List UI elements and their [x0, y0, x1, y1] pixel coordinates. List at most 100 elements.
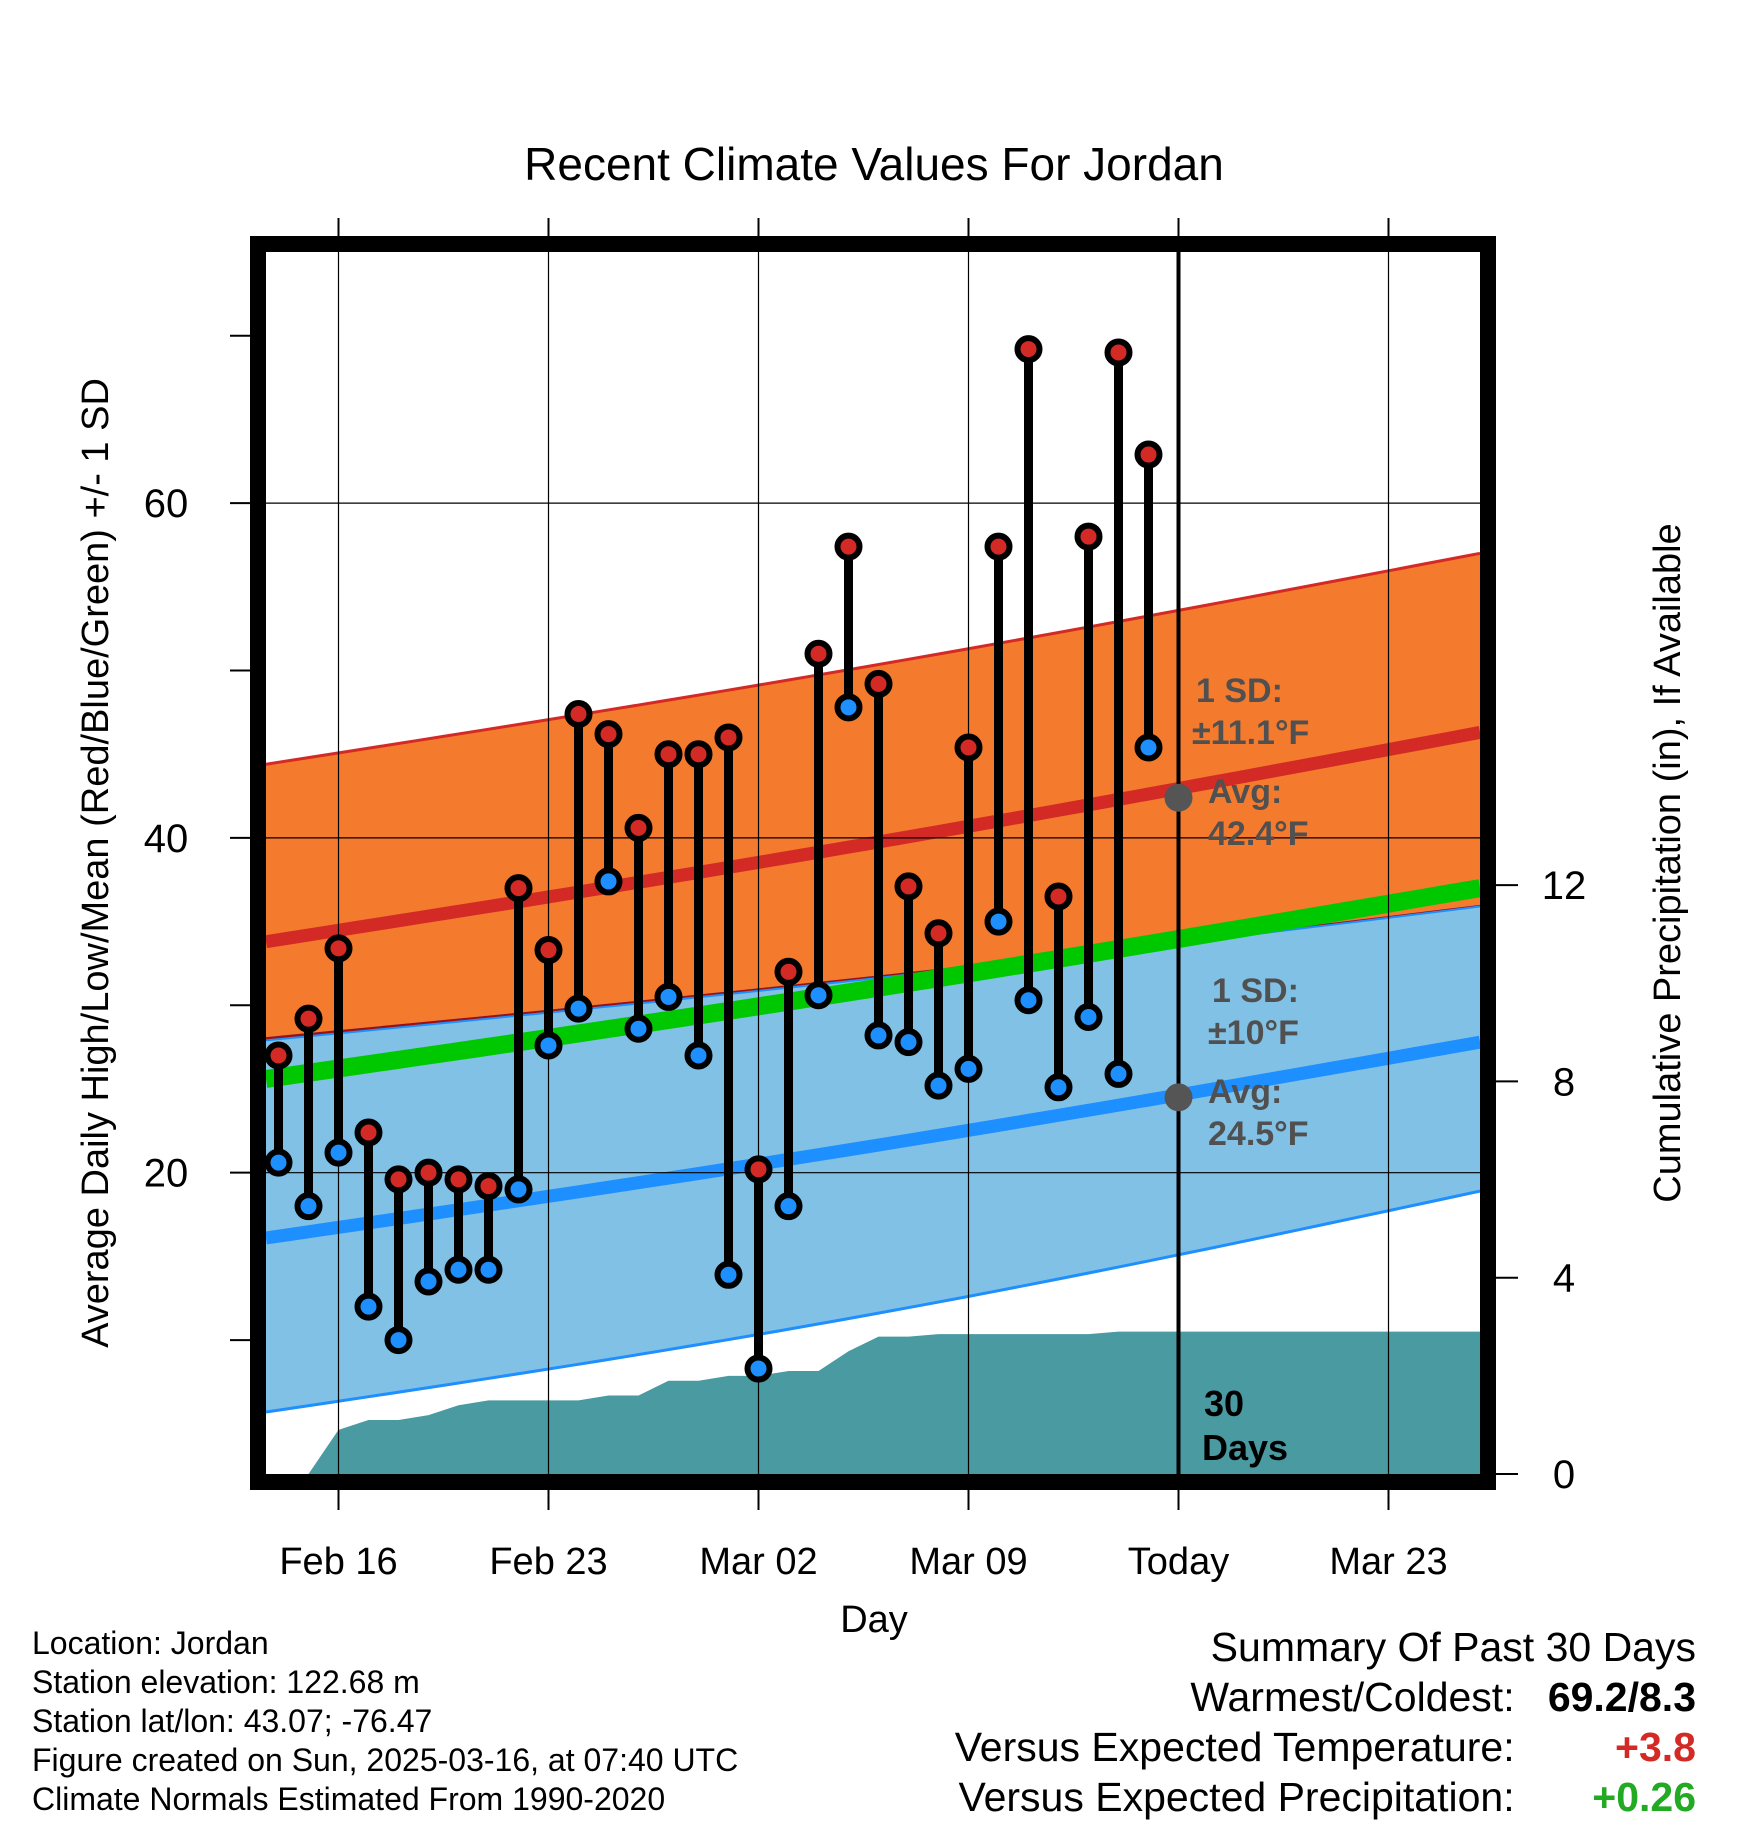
station-info: Location: Jordan Station elevation: 122.… [32, 1624, 738, 1819]
x-tick-label: Mar 09 [909, 1541, 1027, 1583]
low-point [534, 1031, 563, 1060]
normal-mean-line [266, 879, 1480, 1088]
summary-panel: Summary Of Past 30 Days Warmest/Coldest:… [955, 1622, 1696, 1822]
low-point [654, 982, 683, 1011]
low-point [894, 1028, 923, 1057]
x-tick-label: Today [1128, 1541, 1229, 1583]
low-lower-line [266, 1189, 1480, 1414]
plot-frame [250, 236, 1496, 1490]
high-point [774, 957, 803, 986]
y-axis-label: Average Daily High/Low/Mean (Red/Blue/Gr… [75, 378, 117, 1348]
low-point [414, 1267, 443, 1296]
low-point [354, 1292, 383, 1321]
low-point [804, 981, 833, 1010]
precip-value: +0.26 [1592, 1774, 1696, 1820]
high-point [1074, 522, 1103, 551]
today-high-avg-marker [1164, 783, 1193, 812]
summary-warm-cold: Warmest/Coldest: 69.2/8.3 [955, 1672, 1696, 1722]
high-point [984, 532, 1013, 561]
today-days-number: 30 [1204, 1383, 1244, 1424]
low-avg-value: 24.5°F [1208, 1115, 1309, 1153]
high-point [504, 874, 533, 903]
low-point [774, 1192, 803, 1221]
low-point [444, 1255, 473, 1284]
low-point [594, 867, 623, 896]
high-point [594, 720, 623, 749]
high-point [414, 1158, 443, 1187]
high-point [264, 1041, 293, 1070]
low-point [1014, 986, 1043, 1015]
low-sd-label: 1 SD: [1212, 972, 1299, 1010]
x-tick-label: Mar 02 [699, 1541, 817, 1583]
footer-location: Location: Jordan [32, 1625, 269, 1661]
today-low-avg-marker [1164, 1083, 1193, 1112]
low-point [984, 907, 1013, 936]
low-point [324, 1138, 353, 1167]
high-point [714, 723, 743, 752]
low-avg-label: Avg: [1208, 1073, 1282, 1111]
high-point [384, 1165, 413, 1194]
low-point [684, 1041, 713, 1070]
high-point [1104, 338, 1133, 367]
high-point [1044, 882, 1073, 911]
low-point [474, 1255, 503, 1284]
y2-tick-label: 0 [1553, 1453, 1575, 1497]
low-point [564, 994, 593, 1023]
high-point [864, 669, 893, 698]
warm-cold-value: 69.2/8.3 [1547, 1674, 1696, 1720]
y2-tick-label: 12 [1542, 864, 1587, 908]
temp-label: Versus Expected Temperature: [954, 1724, 1515, 1770]
low-point [1134, 733, 1163, 762]
footer-elevation: Station elevation: 122.68 m [32, 1664, 420, 1700]
high-point [1134, 440, 1163, 469]
low-point [744, 1354, 773, 1383]
chart-title: Recent Climate Values For Jordan [524, 138, 1224, 190]
high-point [444, 1165, 473, 1194]
high-sd-label: 1 SD: [1196, 672, 1283, 710]
high-point [684, 740, 713, 769]
x-tick-label: Feb 23 [489, 1541, 607, 1583]
low-point [714, 1260, 743, 1289]
overlap-band [266, 904, 1480, 1041]
y2-tick-label: 8 [1553, 1060, 1575, 1104]
high-point [954, 733, 983, 762]
high-point [894, 872, 923, 901]
high-point [354, 1118, 383, 1147]
summary-precip: Versus Expected Precipitation: +0.26 [955, 1772, 1697, 1822]
low-sd-value: ±10°F [1208, 1014, 1299, 1052]
high-point [804, 639, 833, 668]
y-tick-label: 60 [144, 482, 189, 526]
low-point [264, 1148, 293, 1177]
low-point [1044, 1073, 1073, 1102]
low-point [384, 1326, 413, 1355]
high-avg-value: 42.4°F [1208, 815, 1309, 853]
low-point [504, 1175, 533, 1204]
normal-low-line [266, 1035, 1480, 1245]
high-point [834, 532, 863, 561]
low-point [834, 693, 863, 722]
precip-label: Versus Expected Precipitation: [958, 1774, 1515, 1820]
summary-heading: Summary Of Past 30 Days [1210, 1624, 1696, 1670]
high-point [624, 813, 653, 842]
high-point [324, 934, 353, 963]
y2-axis-label: Cumulative Precipitation (in), If Availa… [1647, 523, 1689, 1202]
warm-cold-label: Warmest/Coldest: [1190, 1674, 1515, 1720]
low-point [954, 1054, 983, 1083]
footer-latlon: Station lat/lon: 43.07; -76.47 [32, 1703, 433, 1739]
today-days-word: Days [1202, 1427, 1288, 1468]
low-point [294, 1192, 323, 1221]
x-tick-label: Mar 23 [1329, 1541, 1447, 1583]
summary-temp: Versus Expected Temperature: +3.8 [955, 1722, 1696, 1772]
x-tick-label: Feb 16 [279, 1541, 397, 1583]
x-axis-label: Day [840, 1599, 908, 1641]
low-point [1104, 1059, 1133, 1088]
high-avg-label: Avg: [1208, 773, 1282, 811]
high-point [534, 936, 563, 965]
temp-value: +3.8 [1615, 1724, 1696, 1770]
low-point [624, 1014, 653, 1043]
footer-normals: Climate Normals Estimated From 1990-2020 [32, 1781, 666, 1817]
y-tick-label: 20 [144, 1152, 189, 1196]
footer-created: Figure created on Sun, 2025-03-16, at 07… [32, 1742, 739, 1778]
high-point [924, 919, 953, 948]
high-point [294, 1004, 323, 1033]
